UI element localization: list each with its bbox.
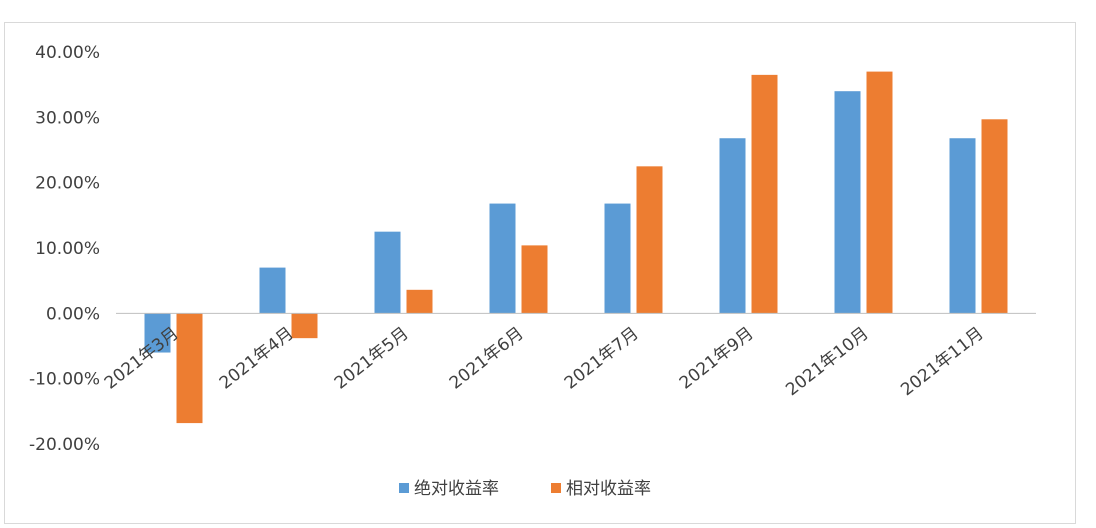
category-label: 2021年10月 xyxy=(782,324,872,401)
bar-absolute-4 xyxy=(604,203,631,314)
category-label: 2021年9月 xyxy=(676,324,758,394)
y-axis: 40.00% 30.00% 20.00% 10.00% 0.00% -10.00% -20.… xyxy=(29,43,100,455)
category-label: 2021年3月 xyxy=(101,324,183,394)
y-tick-label: 0.00% xyxy=(46,304,100,324)
chart-frame xyxy=(4,22,1076,524)
bar-absolute-6 xyxy=(834,91,861,314)
bar-relative-7 xyxy=(981,119,1008,314)
category-label: 2021年7月 xyxy=(561,324,643,394)
y-tick-label: 10.00% xyxy=(35,239,100,259)
bar-relative-5 xyxy=(751,74,778,314)
bar-absolute-5 xyxy=(719,138,746,314)
legend-label-relative: 相对收益率 xyxy=(566,479,651,499)
bar-absolute-3 xyxy=(489,203,516,314)
y-tick-label: -10.00% xyxy=(29,370,100,390)
category-label: 2021年11月 xyxy=(897,324,987,401)
y-tick-label: -20.00% xyxy=(29,435,100,455)
bar-absolute-0 xyxy=(144,313,171,353)
bar-relative-4 xyxy=(636,166,663,314)
legend: 绝对收益率 相对收益率 xyxy=(399,479,651,499)
bar-absolute-2 xyxy=(374,231,401,314)
bar-relative-3 xyxy=(521,245,548,314)
bar-absolute-1 xyxy=(259,267,286,314)
y-tick-label: 40.00% xyxy=(35,43,100,63)
legend-swatch-relative xyxy=(551,483,561,493)
bar-relative-2 xyxy=(406,289,433,314)
legend-label-absolute: 绝对收益率 xyxy=(414,479,499,499)
y-tick-label: 20.00% xyxy=(35,174,100,194)
bar-absolute-7 xyxy=(949,138,976,314)
category-label: 2021年4月 xyxy=(216,324,298,394)
y-tick-label: 30.00% xyxy=(35,108,100,128)
category-label: 2021年6月 xyxy=(446,324,528,394)
bar-relative-1 xyxy=(291,313,318,339)
bar-relative-6 xyxy=(866,71,893,314)
bars xyxy=(144,71,1008,424)
category-labels: 2021年3月 2021年4月 2021年5月 2021年6月 2021年7月 2021年… xyxy=(101,324,988,401)
bar-relative-0 xyxy=(176,313,203,424)
category-label: 2021年5月 xyxy=(331,324,413,394)
legend-swatch-absolute xyxy=(399,483,409,493)
